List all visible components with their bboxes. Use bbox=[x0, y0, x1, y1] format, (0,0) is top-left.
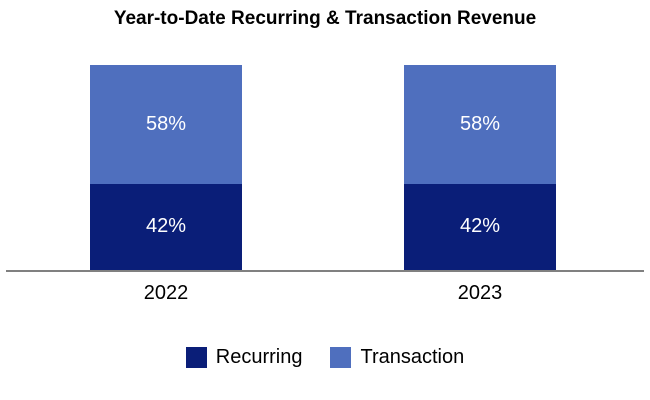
segment-data-label: 58% bbox=[145, 112, 187, 135]
segment-data-label: 42% bbox=[145, 215, 187, 238]
segment-data-label: 42% bbox=[459, 215, 501, 238]
legend-item-recurring: Recurring bbox=[185, 346, 303, 369]
legend-item-transaction: Transaction bbox=[330, 346, 464, 369]
x-tick-label: 2022 bbox=[143, 282, 189, 304]
bar-2023: 58% 42% bbox=[404, 65, 556, 270]
chart-legend: Recurring Transaction bbox=[0, 346, 650, 369]
legend-label: Transaction bbox=[360, 346, 465, 368]
x-axis-line bbox=[6, 270, 644, 272]
x-axis-labels: 2022 2023 bbox=[0, 282, 650, 310]
legend-swatch-transaction bbox=[330, 347, 352, 368]
x-tick-label: 2023 bbox=[457, 282, 503, 304]
segment-transaction: 58% bbox=[404, 65, 556, 184]
legend-label: Recurring bbox=[215, 346, 303, 368]
legend-swatch-recurring bbox=[185, 347, 207, 368]
segment-transaction: 58% bbox=[90, 65, 242, 184]
plot-area: 58% 42% 58% 42% bbox=[0, 65, 650, 272]
chart-title: Year-to-Date Recurring & Transaction Rev… bbox=[113, 8, 537, 29]
segment-recurring: 42% bbox=[90, 183, 242, 270]
bar-2022: 58% 42% bbox=[90, 65, 242, 270]
segment-recurring: 42% bbox=[404, 183, 556, 270]
segment-data-label: 58% bbox=[459, 112, 501, 135]
